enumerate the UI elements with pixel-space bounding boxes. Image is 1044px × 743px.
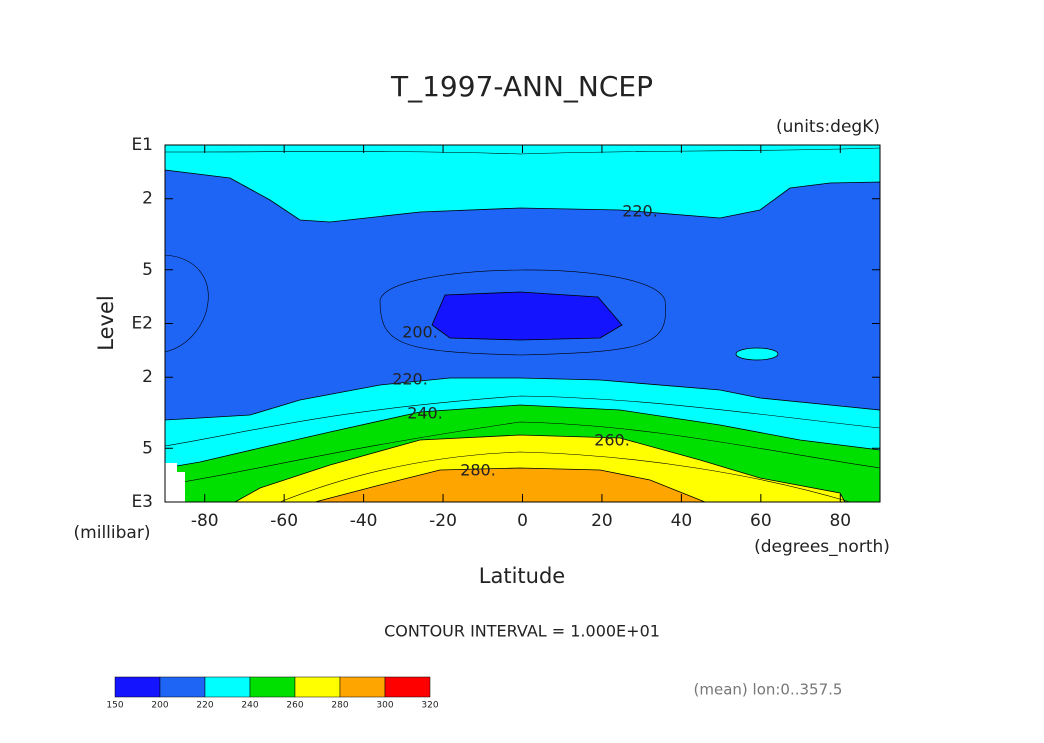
y-tick-label: 2: [142, 367, 153, 387]
y-tick-label: E3: [131, 492, 153, 512]
contour-region: [431, 291, 623, 341]
colorbar-label: 300: [376, 701, 393, 711]
colorbar-label: 150: [106, 701, 123, 711]
colorbar-label: 280: [331, 701, 348, 711]
colorbar-label: 200: [151, 701, 168, 711]
y-tick-label: E1: [131, 135, 153, 155]
colorbar-segment: [114, 676, 161, 698]
y-tick-label: 5: [142, 260, 153, 280]
chart-title: T_1997-ANN_NCEP: [390, 70, 653, 103]
contour-label: 220.: [622, 202, 658, 221]
colorbar-label: 320: [421, 701, 438, 711]
contour-interval: CONTOUR INTERVAL = 1.000E+01: [384, 622, 660, 641]
contour-label: 240.: [407, 404, 443, 423]
x-tick-label: -20: [429, 511, 457, 531]
x-tick-label: -40: [350, 511, 378, 531]
y-axis-units: (millibar): [74, 523, 151, 543]
y-tick-label: E2: [131, 314, 153, 334]
colorbar-segment: [249, 676, 296, 698]
x-axis-units: (degrees_north): [754, 537, 890, 557]
contour-label: 200.: [402, 323, 438, 342]
x-tick-label: -80: [191, 511, 219, 531]
colorbar-segment: [294, 676, 341, 698]
contour-region: [735, 347, 779, 361]
colorbar-label: 220: [196, 701, 213, 711]
contour-label: 280.: [460, 461, 496, 480]
colorbar-label: 240: [241, 701, 258, 711]
footnote: (mean) lon:0..357.5: [694, 681, 843, 699]
colorbar-segment: [204, 676, 251, 698]
x-tick-label: 80: [829, 511, 851, 531]
contour-label: 260.: [594, 431, 630, 450]
contour-label: 220.: [392, 370, 428, 389]
colorbar-segment: [384, 676, 431, 698]
x-axis-label: Latitude: [479, 564, 565, 588]
colorbar-label: 260: [286, 701, 303, 711]
contour-region: [314, 467, 706, 503]
y-axis-label: Level: [94, 295, 118, 350]
x-tick-label: 0: [517, 511, 528, 531]
y-tick-label: 2: [142, 189, 153, 209]
y-tick-label: 5: [142, 438, 153, 458]
colorbar-segment: [339, 676, 386, 698]
missing-data: [165, 463, 177, 472]
contour-line: [164, 395, 881, 503]
contour-field: [164, 144, 881, 503]
x-tick-label: 20: [591, 511, 613, 531]
missing-data: [165, 472, 185, 502]
colorbar-segment: [159, 676, 206, 698]
units-label: (units:degK): [776, 117, 880, 137]
contour-line: [164, 254, 666, 356]
x-tick-label: 60: [750, 511, 772, 531]
x-tick-label: 40: [671, 511, 693, 531]
x-tick-label: -60: [270, 511, 298, 531]
